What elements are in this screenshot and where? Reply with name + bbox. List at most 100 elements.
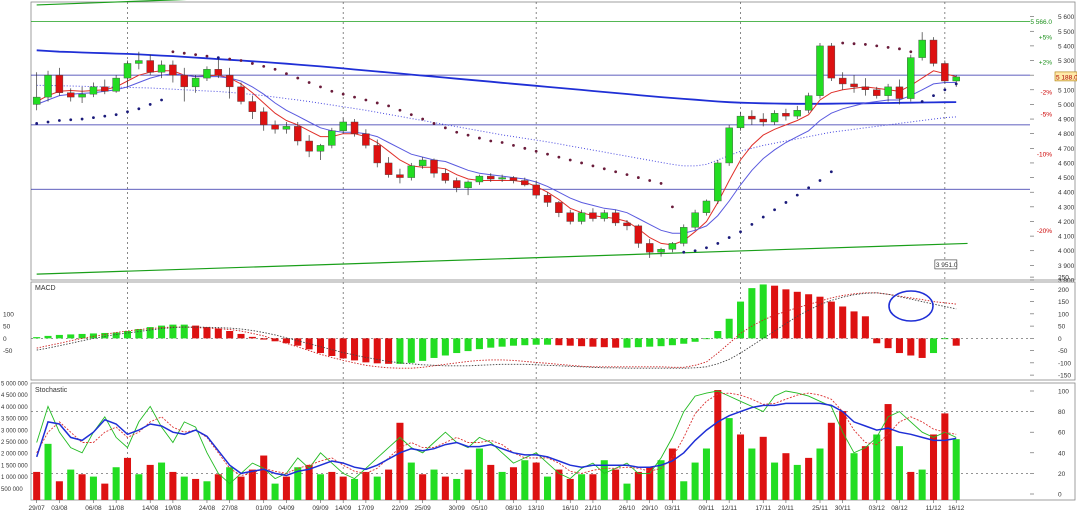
macd-histogram-bar	[475, 338, 483, 350]
stochastic-d-line	[36, 392, 957, 476]
volume-bar	[316, 474, 325, 500]
candle-body	[316, 145, 325, 152]
macd-histogram-bar	[260, 338, 268, 340]
volume-bar	[589, 474, 597, 500]
volume-bar	[861, 446, 869, 500]
sar-dot	[898, 47, 901, 51]
x-tick-label: 17/11	[755, 505, 771, 512]
volume-bar	[407, 462, 415, 500]
macd-histogram-bar	[509, 338, 517, 346]
candle-body	[55, 74, 64, 93]
volume-bar	[328, 471, 336, 500]
candle-body	[78, 93, 86, 98]
candle-body	[691, 212, 699, 228]
sar-dot	[364, 98, 368, 102]
candle-body	[112, 77, 120, 92]
macd-right-tick: 100	[1058, 311, 1069, 318]
candle-body	[861, 86, 870, 90]
macd-histogram-bar	[827, 301, 835, 339]
macd-histogram-bar	[464, 338, 472, 352]
sar-dot	[671, 205, 674, 209]
y-tick-label: 5 600	[1058, 14, 1075, 21]
sar-dot	[750, 223, 754, 226]
macd-histogram-bar	[702, 338, 710, 340]
candle-body	[498, 177, 506, 180]
macd-signal-line	[36, 292, 957, 369]
candle-body	[350, 121, 359, 134]
macd-histogram-bar	[805, 294, 813, 339]
y-tick-label: 4 400	[1058, 190, 1075, 197]
candle-body	[827, 45, 836, 79]
price-frame	[30, 1, 1076, 281]
volume-bar	[509, 467, 517, 500]
x-tick-label: 14/09	[335, 505, 352, 512]
macd-histogram-bar	[691, 338, 699, 342]
level-label: 5 566.0	[1030, 19, 1052, 26]
sar-dot	[194, 53, 198, 57]
candle-body	[589, 212, 597, 219]
volume-bar	[180, 476, 188, 500]
candle-body	[873, 89, 881, 96]
sar-dot	[307, 81, 311, 84]
volume-bar	[67, 469, 75, 500]
x-tick-label: 09/09	[312, 505, 329, 512]
volume-left-tick: 2 000 000	[1, 452, 28, 458]
sar-dot	[614, 170, 618, 174]
volume-bar	[248, 469, 256, 500]
volume-bar	[555, 469, 563, 500]
sar-dot	[648, 179, 652, 182]
macd-frame	[30, 281, 1076, 381]
macd-histogram-bar	[532, 338, 540, 345]
macd-histogram-bar	[612, 338, 620, 348]
sar-dot	[705, 246, 708, 250]
sar-dot	[35, 122, 39, 125]
volume-bar	[907, 471, 915, 500]
candle-body	[487, 175, 495, 180]
macd-histogram-bar	[158, 325, 166, 339]
volume-bar	[680, 481, 688, 500]
sar-dot	[228, 57, 232, 61]
sar-dot	[909, 50, 913, 54]
sar-dot	[216, 56, 220, 59]
sar-dot	[659, 182, 663, 185]
candle-body	[191, 77, 200, 88]
macd-histogram-bar	[725, 318, 733, 339]
candle-body	[294, 126, 302, 142]
candle-body	[850, 83, 858, 88]
macd-histogram-bar	[135, 329, 143, 339]
current-price-label: 5 188.0	[1056, 74, 1077, 81]
volume-bar	[521, 460, 529, 500]
macd-histogram-bar	[226, 331, 234, 339]
macd-histogram-bar	[578, 338, 586, 347]
sar-dot	[273, 67, 277, 71]
sar-dot	[863, 43, 867, 46]
macd-histogram-bar	[771, 285, 779, 339]
volume-bar	[895, 446, 903, 500]
macd-histogram-bar	[316, 338, 325, 354]
volume-bar	[339, 476, 347, 500]
macd-histogram-bar	[237, 333, 245, 339]
macd-right-tick: 150	[1058, 299, 1069, 306]
macd-histogram-bar	[907, 338, 915, 356]
candle-body	[918, 39, 926, 58]
volume-bar	[294, 467, 302, 500]
macd-histogram-bar	[67, 334, 75, 339]
stochastic-right-tick: 60	[1058, 430, 1066, 437]
macd-histogram-bar	[203, 327, 211, 339]
candle-body	[816, 45, 824, 96]
volume-bar	[282, 476, 290, 500]
sar-dot	[739, 230, 742, 234]
sar-dot	[943, 88, 947, 92]
macd-histogram-bar	[192, 325, 200, 339]
macd-histogram-bar	[453, 338, 461, 354]
sar-dot	[500, 141, 504, 144]
volume-left-tick: 4 500 000	[1, 393, 28, 399]
sar-dot	[239, 59, 243, 62]
volume-bar	[748, 448, 756, 500]
y-tick-label: 4 800	[1058, 131, 1075, 138]
volume-bar	[782, 453, 790, 500]
x-tick-label: 12/11	[721, 505, 737, 512]
volume-left-tick: 2 500 000	[1, 440, 28, 446]
volume-left-tick: 1 000 000	[1, 475, 28, 481]
sar-dot	[546, 152, 549, 156]
